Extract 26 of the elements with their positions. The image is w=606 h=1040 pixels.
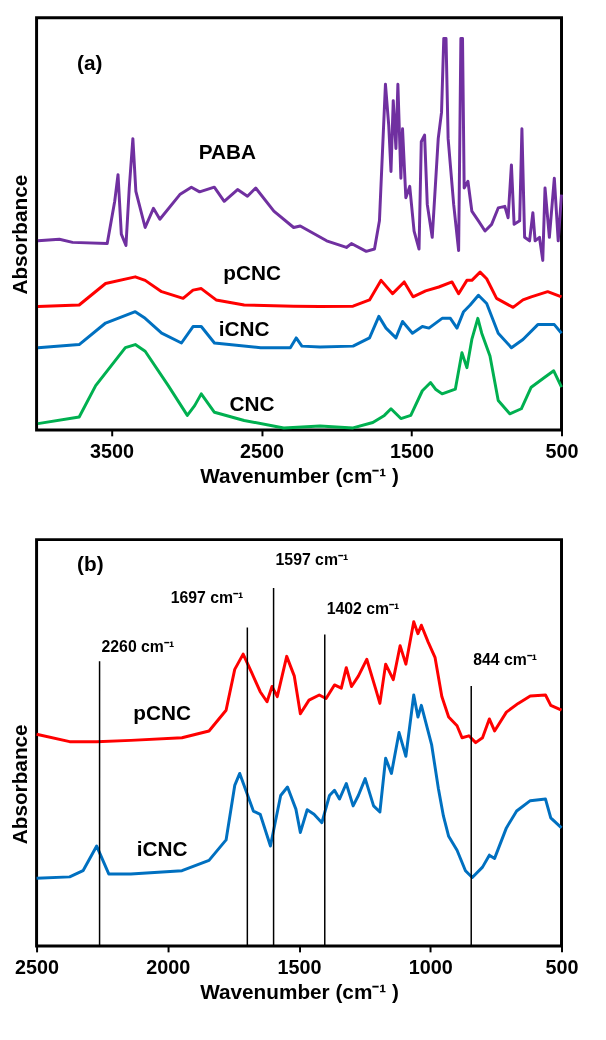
x-tick-label: 2000 bbox=[146, 956, 191, 979]
series-label: CNC bbox=[229, 392, 275, 416]
x-tick-label: 2500 bbox=[240, 440, 285, 463]
x-tick-label: 1500 bbox=[277, 956, 322, 979]
y-axis-title: Absorbance bbox=[8, 724, 32, 845]
ref-line-label: 844 cm⁻¹ bbox=[473, 651, 538, 669]
series-label: iCNC bbox=[136, 836, 188, 860]
y-axis-title: Absorbance bbox=[8, 174, 32, 295]
x-tick-label: 3500 bbox=[90, 440, 135, 463]
x-tick-label: 1000 bbox=[408, 956, 453, 979]
x-axis-title: Wavenumber (cm⁻¹ ) bbox=[200, 463, 399, 487]
annotation: (a) bbox=[77, 51, 103, 75]
ref-line-label: 2260 cm⁻¹ bbox=[101, 638, 175, 656]
x-axis-title: Wavenumber (cm⁻¹ ) bbox=[200, 979, 399, 1003]
ref-line-label: 1402 cm⁻¹ bbox=[326, 599, 400, 617]
x-tick-label: 500 bbox=[545, 440, 579, 463]
ref-line-label: 1597 cm⁻¹ bbox=[275, 551, 349, 569]
x-tick-label: 500 bbox=[545, 956, 579, 979]
series-label: pCNC bbox=[223, 260, 281, 284]
text: (b) bbox=[77, 552, 104, 576]
series-label: iCNC bbox=[218, 316, 270, 340]
series-label: pCNC bbox=[133, 700, 191, 724]
x-tick-label: 2500 bbox=[15, 956, 60, 979]
x-tick-label: 1500 bbox=[390, 440, 435, 463]
series-label: PABA bbox=[198, 140, 257, 164]
ref-line-label: 1697 cm⁻¹ bbox=[170, 588, 244, 606]
